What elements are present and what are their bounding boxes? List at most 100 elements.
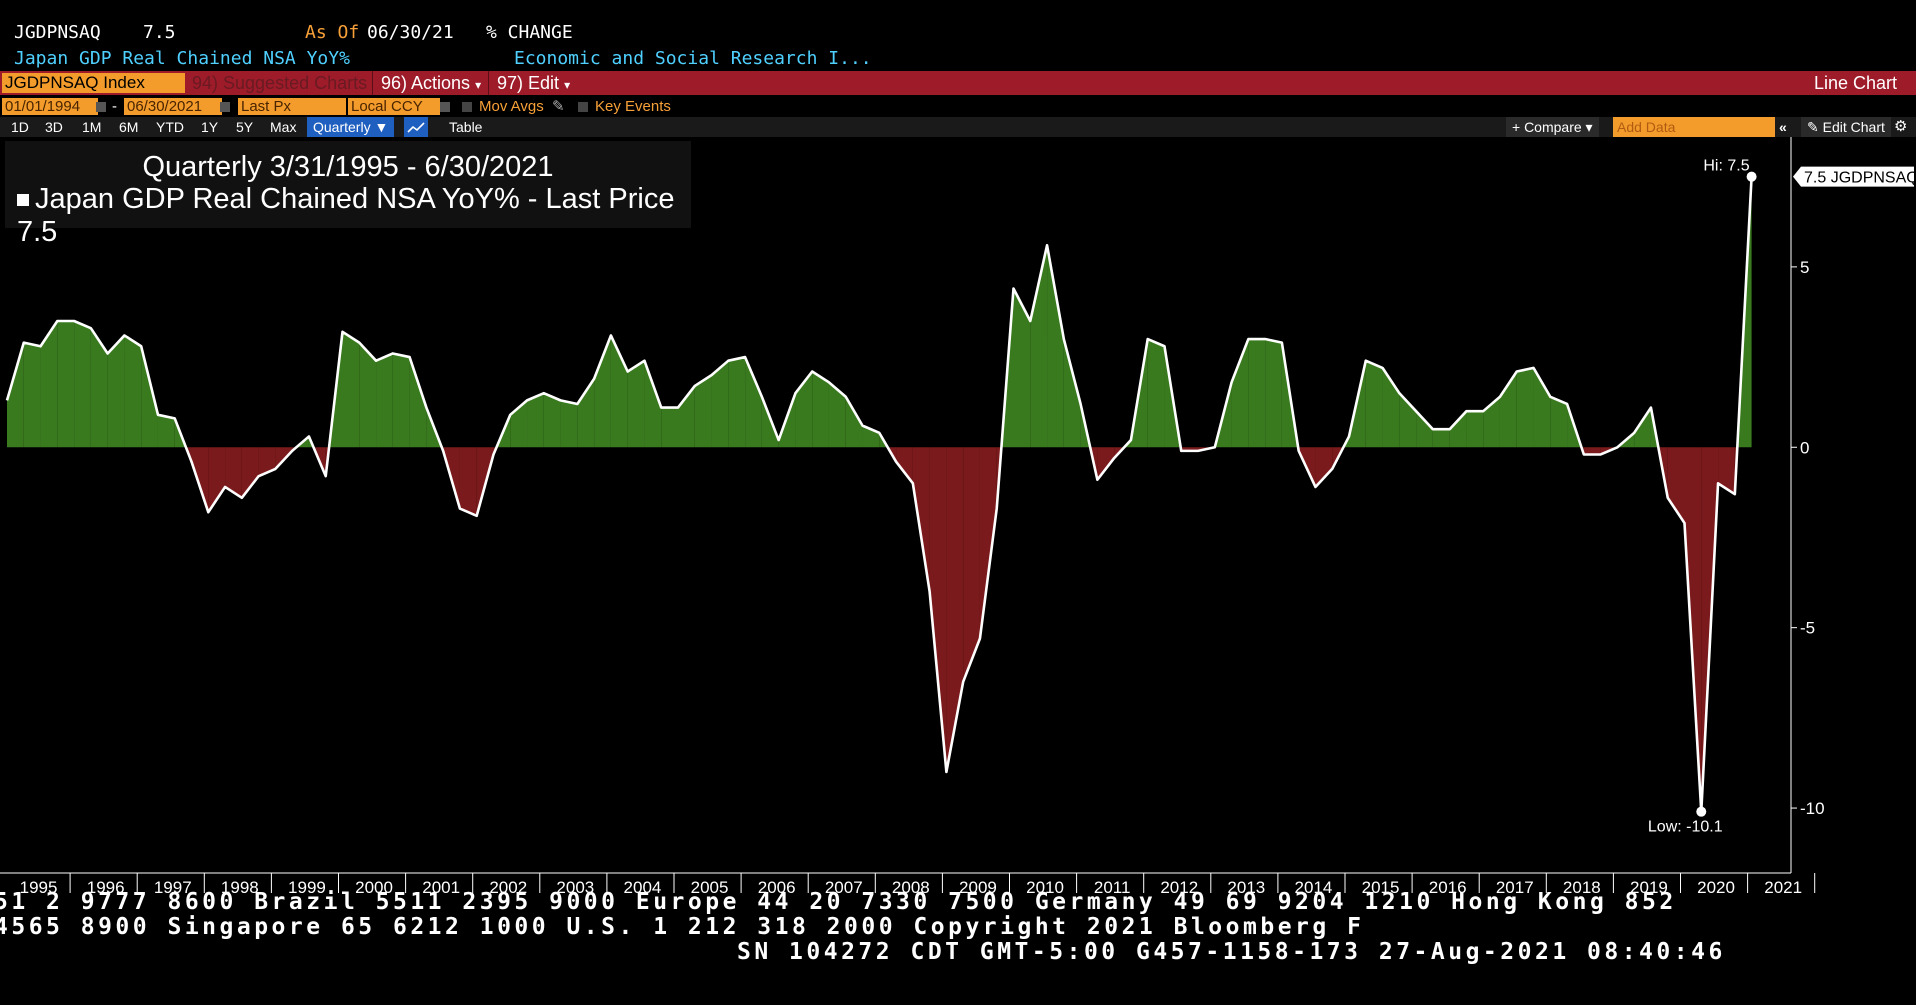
positive-area [828,382,846,448]
dropdown-icon[interactable] [440,98,450,115]
positive-area [157,414,175,448]
x-tick-label: 1999 [288,878,326,897]
negative-area [912,447,930,592]
positive-area [90,328,108,448]
positive-area [1466,411,1484,448]
positive-area [40,321,58,448]
footer-session-line: SN 104272 CDT GMT-5:00 G457-1158-173 27-… [737,939,1726,965]
line-chart-icon[interactable] [404,117,428,137]
y-tick-label: -10 [1800,799,1825,818]
as-of-date: 06/30/21 [367,22,454,43]
positive-area [7,342,24,448]
collapse-icon[interactable]: « [1779,119,1787,135]
positive-area [141,346,158,448]
gear-icon[interactable]: ⚙ [1894,118,1908,135]
positive-area [1550,396,1568,448]
footer-contacts-line1: 51 2 9777 8600 Brazil 5511 2395 9000 Eur… [0,889,1677,915]
edit-menu[interactable]: 97) Edit ▾ [488,71,578,95]
series-description: Japan GDP Real Chained NSA YoY% [14,48,350,69]
positive-area [1416,411,1433,448]
positive-area [862,425,880,448]
positive-area [594,335,611,448]
range-ytd[interactable]: YTD [156,119,184,135]
end-date-field[interactable]: 06/30/2021 [124,98,222,115]
pencil-icon[interactable]: ✎ [552,98,565,115]
mov-avgs-checkbox[interactable] [462,98,472,115]
current-value: 7.5 [143,22,176,43]
legend-period: Quarterly 3/31/1995 - 6/30/2021 [142,151,554,183]
high-label: Hi: 7.5 [1703,158,1749,175]
positive-area [845,396,863,448]
positive-area [1231,339,1249,448]
y-tick-label: -5 [1800,619,1815,638]
positive-area [577,378,595,448]
positive-area [1013,288,1031,448]
edit-chart-button[interactable]: ✎ Edit Chart [1801,117,1891,137]
mov-avgs-label[interactable]: Mov Avgs [479,98,544,115]
positive-area [795,371,813,448]
x-tick-label: 2007 [825,878,863,897]
table-button[interactable]: Table [449,119,483,135]
add-data-input[interactable]: Add Data [1613,117,1775,137]
change-label: % CHANGE [486,22,573,43]
positive-area [1634,407,1651,448]
key-events-checkbox[interactable] [578,98,588,115]
edit-chart-label: Edit Chart [1822,119,1885,135]
positive-area [560,400,578,448]
negative-area [1583,447,1601,455]
series-line [5,176,1753,813]
last-price-text: 7.5 JGDPNSAQ [1804,170,1916,187]
security-field[interactable]: JGDPNSAQ Index [2,73,185,93]
frequency-select[interactable]: Quarterly ▼ [307,117,395,137]
positive-area [74,321,91,448]
positive-area [543,393,561,448]
x-tick-label: 2014 [1295,878,1333,897]
range-1y[interactable]: 1Y [201,119,219,135]
positive-area [1063,339,1081,448]
price-field-select[interactable]: Last Px [238,98,346,115]
range-3d[interactable]: 3D [45,119,63,135]
positive-area [678,385,695,448]
positive-area [745,357,762,448]
range-1m[interactable]: 1M [82,119,102,135]
date-dash: - [112,98,117,115]
positive-area [359,342,377,448]
x-tick-label: 2002 [489,878,527,897]
positive-area [644,360,662,448]
positive-area [728,357,746,448]
footer-contacts-line2: 4565 8900 Singapore 65 6212 1000 U.S. 1 … [0,914,1365,940]
y-tick-label: 5 [1800,258,1809,277]
calendar-icon[interactable] [220,98,230,115]
chart-area[interactable]: 5 0 -5 -10 1995 1996 1997 1998 1999 2000 2001 2002… [0,137,1916,904]
range-1d[interactable]: 1D [11,119,29,135]
negative-area [929,447,947,772]
range-max[interactable]: Max [270,119,297,135]
positive-area [527,393,544,448]
range-6m[interactable]: 6M [119,119,139,135]
positive-area [124,335,142,448]
x-tick-label: 1997 [154,878,192,897]
negative-area [241,447,259,498]
x-tick-label: 2010 [1026,878,1064,897]
key-events-label[interactable]: Key Events [595,98,671,115]
currency-select[interactable]: Local CCY [348,98,440,115]
x-tick-label: 2004 [624,878,662,897]
negative-area [225,447,242,498]
positive-area [1399,393,1417,448]
positive-area [694,375,712,448]
compare-button[interactable]: + Compare ▾ [1506,117,1599,137]
positive-area [1499,371,1517,448]
range-5y[interactable]: 5Y [236,119,254,135]
positive-area [23,342,41,448]
legend-series: Japan GDP Real Chained NSA YoY% - Last P… [17,183,691,249]
suggested-charts-button[interactable]: 94) Suggested Charts [192,73,368,93]
edit-label: 97) Edit [497,73,560,93]
actions-menu[interactable]: 96) Actions ▾ [372,71,489,95]
y-tick-label: 0 [1800,438,1809,457]
calendar-icon[interactable] [96,98,106,115]
as-of-label: As Of [305,22,360,43]
chevron-down-icon: ▾ [564,78,571,92]
start-date-field[interactable]: 01/01/1994 [2,98,98,115]
positive-area [1365,360,1383,448]
positive-area [1047,245,1064,448]
